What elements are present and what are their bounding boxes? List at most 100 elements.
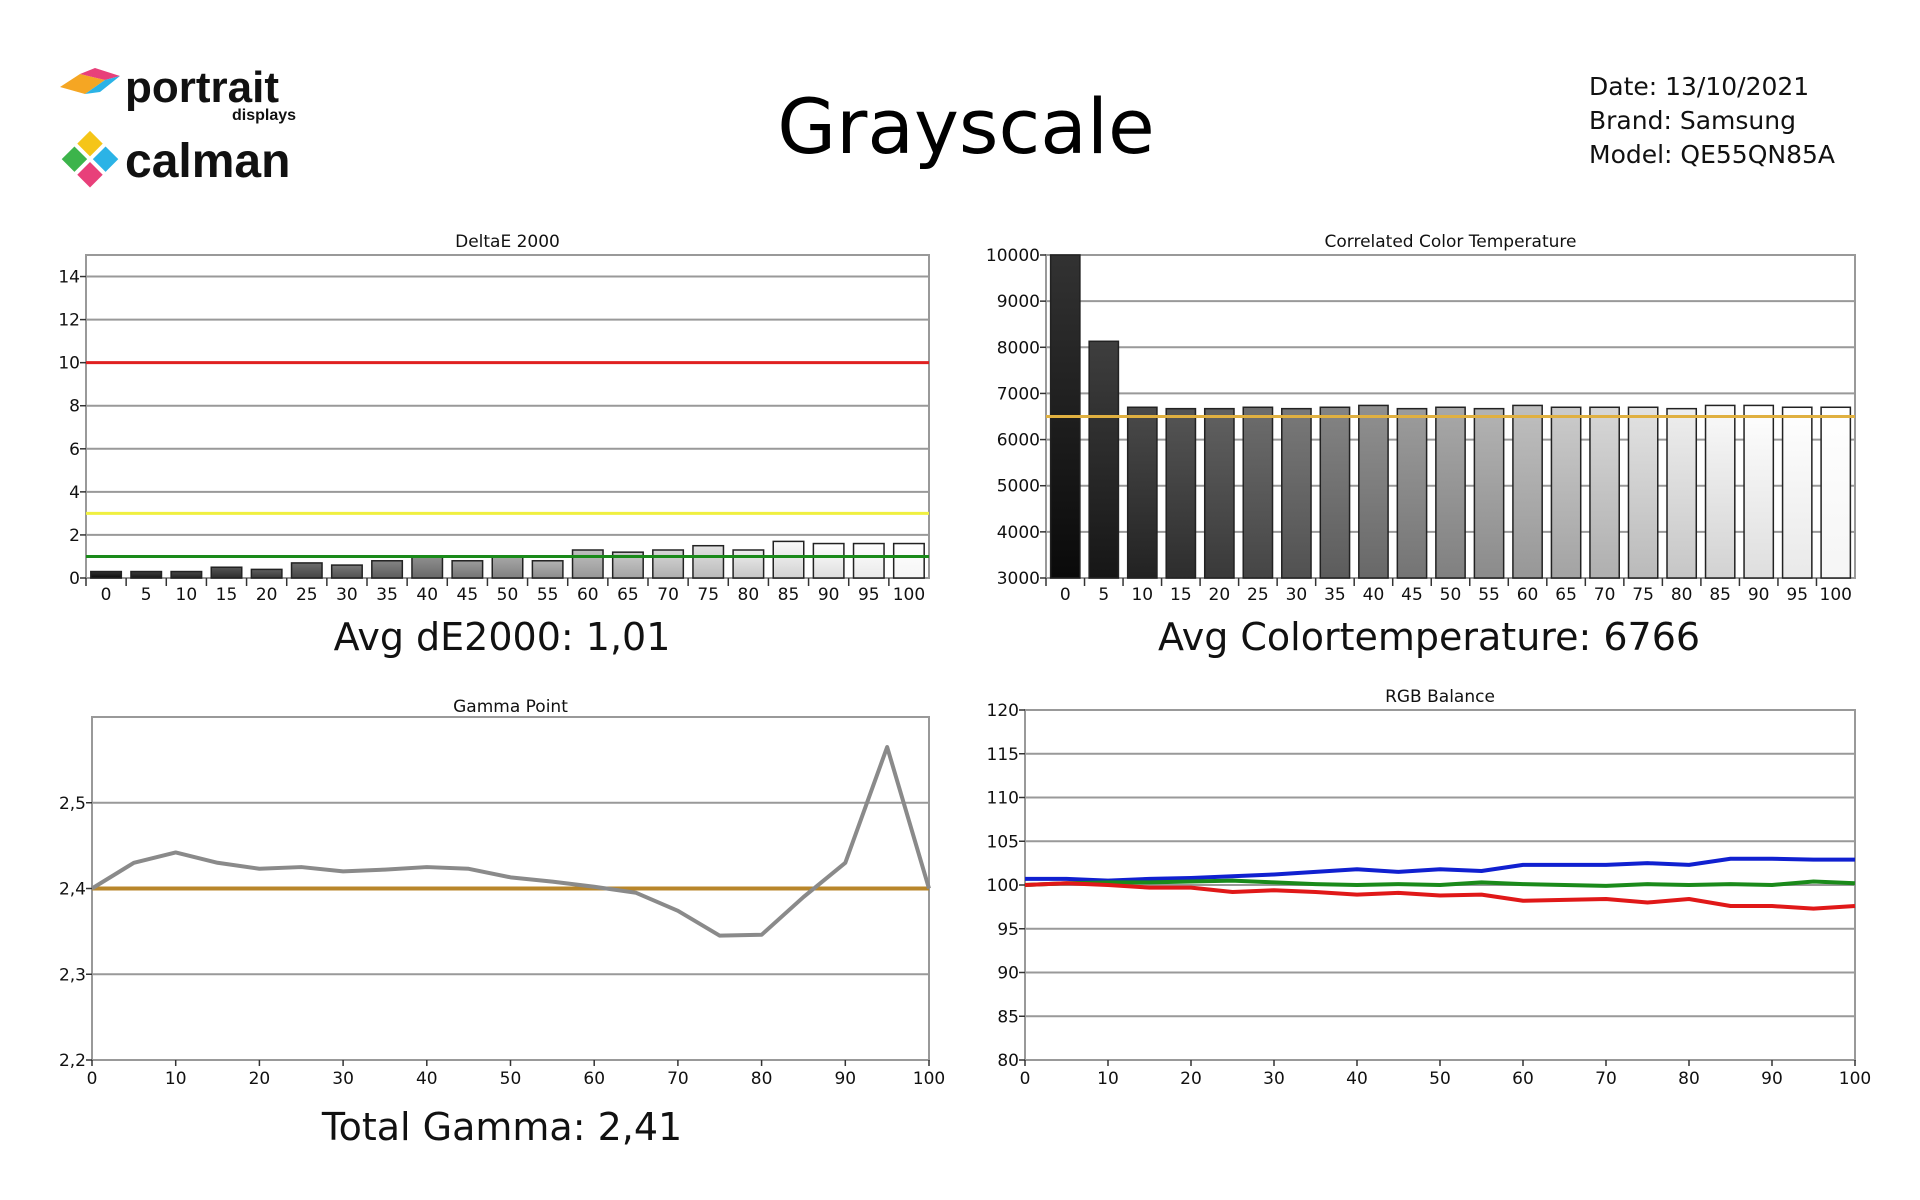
rgb-ytick-label: 105 [987, 832, 1019, 852]
deltae-plot-area [85, 254, 930, 579]
deltae-xtick-label: 50 [497, 585, 519, 605]
deltae-xtick-label: 65 [617, 585, 639, 605]
rgb-ytick-label: 115 [987, 745, 1019, 765]
deltae-bar-40 [411, 555, 444, 579]
deltae-bar-60 [571, 549, 604, 579]
rgb-xtick-label: 80 [1678, 1069, 1700, 1089]
deltae-ytick-label: 8 [69, 397, 80, 417]
deltae-xtick-label: 25 [296, 585, 318, 605]
cct-bar-95 [1781, 406, 1813, 579]
cct-bar-60 [1512, 404, 1543, 579]
report-model: Model: QE55QN85A [1589, 140, 1836, 169]
cct-xtick-label: 100 [1820, 585, 1852, 605]
logo-displays-text: displays [232, 107, 296, 124]
deltae-xtick-label: 80 [738, 585, 760, 605]
cct-xtick-label: 20 [1209, 585, 1231, 605]
deltae-bar-55 [531, 560, 564, 579]
cct-bar-100 [1820, 406, 1852, 579]
cct-bar-30 [1281, 407, 1312, 579]
rgb-xtick-label: 10 [1097, 1069, 1119, 1089]
cct-bar-90 [1743, 404, 1775, 579]
cct-bar-5 [1088, 340, 1120, 579]
gamma-xtick-label: 60 [583, 1069, 605, 1089]
cct-bar-75 [1627, 406, 1659, 579]
rgb-ytick-label: 85 [997, 1007, 1019, 1027]
deltae-bar-5 [130, 570, 163, 579]
cct-ytick-label: 7000 [997, 384, 1040, 404]
deltae-xtick-label: 95 [858, 585, 880, 605]
rgb-xtick-label: 40 [1346, 1069, 1368, 1089]
deltae-ytick-label: 10 [58, 354, 80, 374]
page-title: Grayscale [777, 82, 1155, 171]
rgb-ytick-label: 100 [987, 876, 1019, 896]
deltae-title: DeltaE 2000 [455, 232, 560, 252]
deltae-xtick-label: 85 [778, 585, 800, 605]
cct-xtick-label: 60 [1517, 585, 1539, 605]
gamma-xtick-label: 10 [165, 1069, 187, 1089]
rgb-xtick-label: 20 [1180, 1069, 1202, 1089]
deltae-bar-100 [892, 542, 925, 579]
cct-bar-40 [1358, 404, 1389, 579]
deltae-chart: DeltaE 2000 0 2 4 6 8 10 12 14 0 5 10 15 20 25 30 35 40 45… [58, 232, 930, 605]
gamma-xtick-label: 20 [249, 1069, 271, 1089]
cct-xtick-label: 30 [1286, 585, 1308, 605]
cct-bar-15 [1165, 407, 1197, 579]
cct-xtick-label: 0 [1060, 585, 1071, 605]
cct-ytick-label: 8000 [997, 338, 1040, 358]
deltae-bar-0 [90, 570, 123, 579]
deltae-xtick-label: 30 [336, 585, 358, 605]
rgb-xtick-label: 30 [1263, 1069, 1285, 1089]
rgb-series-line-2 [1024, 881, 1856, 911]
deltae-bar-95 [852, 542, 885, 579]
rgb-xtick-label: 0 [1020, 1069, 1031, 1089]
cct-bar-70 [1589, 406, 1620, 579]
cct-xtick-label: 80 [1671, 585, 1693, 605]
cct-bar-50 [1435, 406, 1466, 579]
rgb-xtick-label: 90 [1761, 1069, 1783, 1089]
gamma-title: Gamma Point [453, 697, 568, 717]
deltae-ytick-label: 4 [69, 483, 80, 503]
deltae-xtick-label: 35 [376, 585, 398, 605]
rgb-series-line-0 [1025, 856, 1855, 883]
cct-xtick-label: 5 [1098, 585, 1109, 605]
deltae-ytick-label: 12 [58, 311, 80, 331]
deltae-bar-35 [371, 560, 404, 579]
deltae-xtick-label: 20 [256, 585, 278, 605]
gamma-xtick-label: 50 [500, 1069, 522, 1089]
rgb-ytick-label: 95 [997, 920, 1019, 940]
deltae-xtick-label: 75 [697, 585, 719, 605]
deltae-bar-10 [170, 570, 203, 579]
cct-xtick-label: 35 [1324, 585, 1346, 605]
cct-ytick-label: 6000 [997, 431, 1040, 451]
rgb-chart: RGB Balance 80 85 90 95 100 105 110 115 120 0 10 20 3… [987, 687, 1872, 1089]
cct-xtick-label: 15 [1170, 585, 1192, 605]
cct-bar-45 [1396, 407, 1428, 579]
gamma-xtick-label: 80 [751, 1069, 773, 1089]
cct-ytick-label: 10000 [986, 246, 1040, 266]
cct-xtick-label: 70 [1594, 585, 1616, 605]
rgb-xtick-label: 60 [1512, 1069, 1534, 1089]
gamma-ytick-label: 2,4 [59, 880, 86, 900]
rgb-ytick-label: 80 [997, 1051, 1019, 1071]
deltae-xtick-label: 55 [537, 585, 559, 605]
gamma-xtick-label: 90 [834, 1069, 856, 1089]
deltae-bar-70 [652, 549, 685, 579]
cct-xtick-label: 90 [1748, 585, 1770, 605]
cct-bar-65 [1550, 406, 1582, 579]
deltae-xtick-label: 70 [657, 585, 679, 605]
cct-xtick-label: 85 [1709, 585, 1731, 605]
deltae-bar-85 [772, 540, 805, 579]
gamma-ytick-label: 2,3 [59, 965, 86, 985]
gamma-ytick-label: 2,2 [59, 1051, 86, 1071]
cct-chart: Correlated Color Temperature 3000 4000 5000… [986, 232, 1856, 605]
cct-ytick-label: 5000 [997, 477, 1040, 497]
deltae-xtick-label: 60 [577, 585, 599, 605]
deltae-xtick-label: 10 [176, 585, 198, 605]
deltae-xtick-label: 5 [141, 585, 152, 605]
deltae-ytick-label: 0 [69, 569, 80, 589]
cct-xtick-label: 45 [1401, 585, 1423, 605]
rgb-series-line-1 [1024, 878, 1856, 888]
report-date: Date: 13/10/2021 [1589, 72, 1810, 101]
gamma-series-line-0 [90, 745, 931, 938]
